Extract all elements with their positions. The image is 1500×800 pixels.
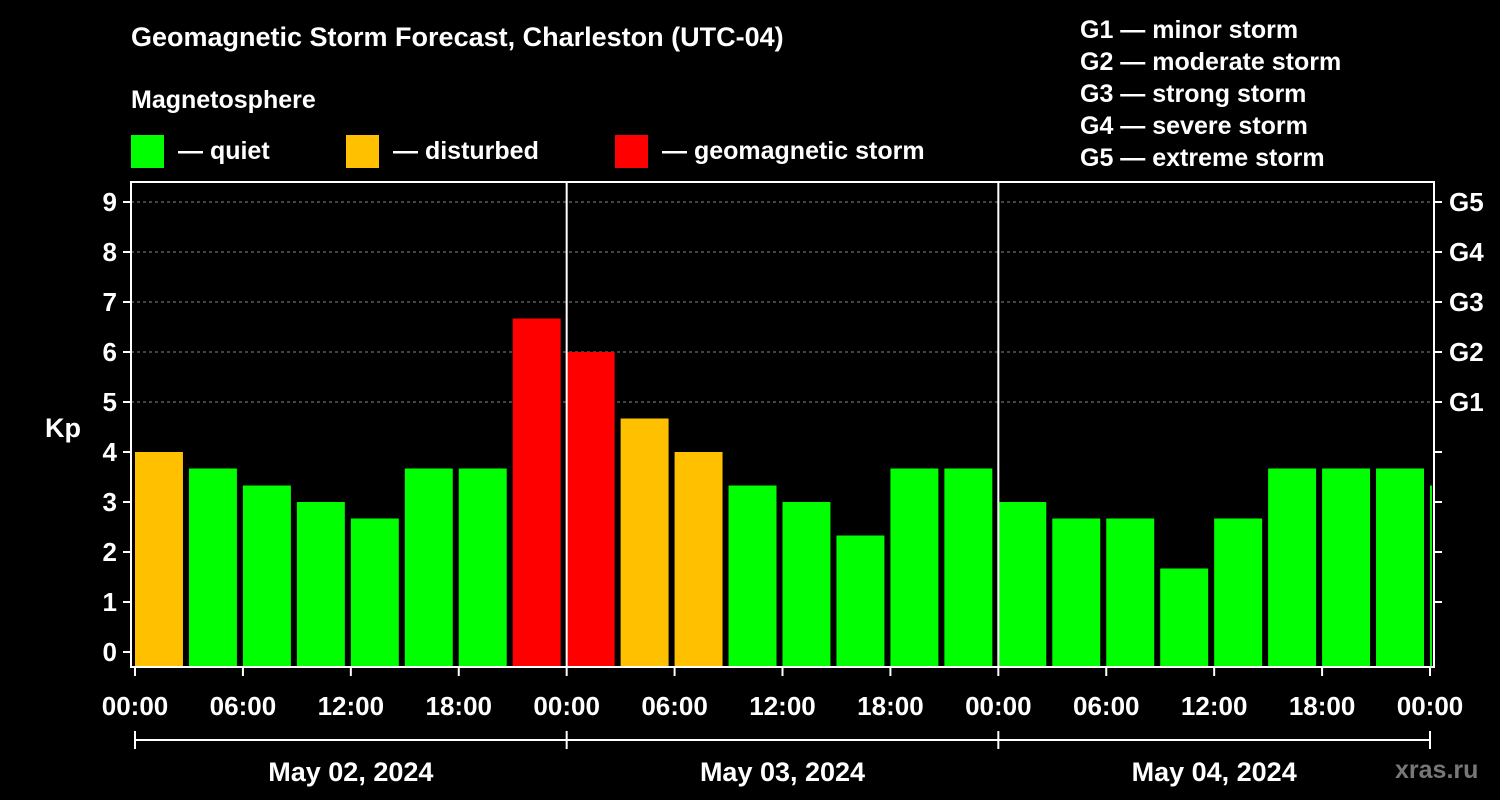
- bar-7: [512, 318, 561, 667]
- legend-item-storm: — geomagnetic storm: [615, 134, 925, 168]
- legend-swatch-disturbed: [346, 134, 379, 168]
- legend-label-disturbed: — disturbed: [393, 136, 539, 165]
- bar-8: [566, 352, 615, 667]
- bar-14: [890, 468, 939, 667]
- y-tick-label-3: 3: [103, 487, 117, 517]
- x-tick-label-3: 18:00: [426, 691, 493, 721]
- bar-1: [188, 468, 237, 667]
- x-tick-label-8: 00:00: [965, 691, 1032, 721]
- y-tick-label-8: 8: [103, 237, 117, 267]
- storm-level-label-G4: G4: [1449, 237, 1484, 267]
- storm-scale-g1: G1 — minor storm: [1080, 16, 1299, 44]
- bar-5: [404, 468, 453, 667]
- bar-22: [1322, 468, 1371, 667]
- day-label-2: May 04, 2024: [1132, 757, 1297, 787]
- axis-labels: 0 1 2 3 4 5 6 7 8 9 G1 G2 G3 G4 G5 Kp 00:00 06:00 12:00 18:…: [45, 187, 1484, 787]
- storm-scale-g2: G2 — moderate storm: [1080, 48, 1342, 76]
- legend-item-quiet: — quiet: [131, 134, 270, 168]
- bar-3: [296, 502, 345, 667]
- bar-9: [620, 418, 669, 667]
- bar-24: [1430, 485, 1432, 667]
- bar-20: [1214, 518, 1263, 667]
- y-tick-label-5: 5: [103, 387, 117, 417]
- bar-23: [1376, 468, 1424, 667]
- x-tick-label-12: 00:00: [1397, 691, 1464, 721]
- storm-scale-g5: G5 — extreme storm: [1080, 144, 1325, 172]
- x-tick-label-4: 00:00: [533, 691, 600, 721]
- storm-level-label-G5: G5: [1449, 187, 1484, 217]
- day-label-0: May 02, 2024: [268, 757, 433, 787]
- storm-scale-g4: G4 — severe storm: [1080, 112, 1308, 140]
- storm-level-label-G2: G2: [1449, 337, 1484, 367]
- x-tick-label-11: 18:00: [1289, 691, 1356, 721]
- bar-0: [135, 452, 183, 667]
- storm-scale-legend: G1 — minor storm G2 — moderate storm G3 …: [1080, 14, 1341, 174]
- legend-label-quiet: — quiet: [178, 136, 270, 165]
- chart-title: Geomagnetic Storm Forecast, Charleston (…: [131, 22, 784, 52]
- y-tick-label-1: 1: [103, 587, 117, 617]
- section-label: Magnetosphere: [131, 86, 316, 114]
- bar-12: [782, 502, 831, 667]
- watermark: xras.ru: [1395, 756, 1479, 784]
- legend-swatch-storm: [615, 134, 648, 168]
- x-tick-label-9: 06:00: [1073, 691, 1140, 721]
- storm-level-label-G3: G3: [1449, 287, 1484, 317]
- storm-scale-g3: G3 — strong storm: [1080, 80, 1307, 108]
- bar-15: [944, 468, 993, 667]
- y-tick-label-0: 0: [103, 637, 117, 667]
- bar-4: [350, 518, 399, 667]
- legend-label-storm: — geomagnetic storm: [662, 136, 925, 165]
- x-tick-label-1: 06:00: [210, 691, 277, 721]
- y-tick-label-2: 2: [103, 537, 117, 567]
- x-tick-label-7: 18:00: [857, 691, 924, 721]
- y-tick-label-4: 4: [103, 437, 118, 467]
- x-tick-label-0: 00:00: [102, 691, 169, 721]
- legend-item-disturbed: — disturbed: [346, 134, 539, 168]
- bar-19: [1160, 568, 1209, 667]
- bar-2: [242, 485, 291, 667]
- y-axis-title: Kp: [45, 413, 81, 443]
- bar-17: [1052, 518, 1101, 667]
- y-tick-label-9: 9: [103, 187, 117, 217]
- y-tick-label-7: 7: [103, 287, 117, 317]
- y-tick-label-6: 6: [103, 337, 117, 367]
- axes: [123, 181, 1442, 749]
- storm-level-label-G1: G1: [1449, 387, 1484, 417]
- bar-16: [998, 502, 1047, 667]
- grid-lines: [131, 201, 1434, 403]
- x-tick-label-10: 12:00: [1181, 691, 1248, 721]
- x-tick-label-6: 12:00: [749, 691, 816, 721]
- legend-swatch-quiet: [131, 134, 164, 168]
- day-label-1: May 03, 2024: [700, 757, 865, 787]
- bar-10: [674, 452, 723, 667]
- x-tick-label-5: 06:00: [641, 691, 708, 721]
- bar-18: [1106, 518, 1155, 667]
- bars: [135, 318, 1432, 667]
- bar-13: [836, 535, 885, 667]
- x-tick-label-2: 12:00: [318, 691, 385, 721]
- bar-21: [1268, 468, 1317, 667]
- bar-6: [458, 468, 507, 667]
- bar-11: [728, 485, 777, 667]
